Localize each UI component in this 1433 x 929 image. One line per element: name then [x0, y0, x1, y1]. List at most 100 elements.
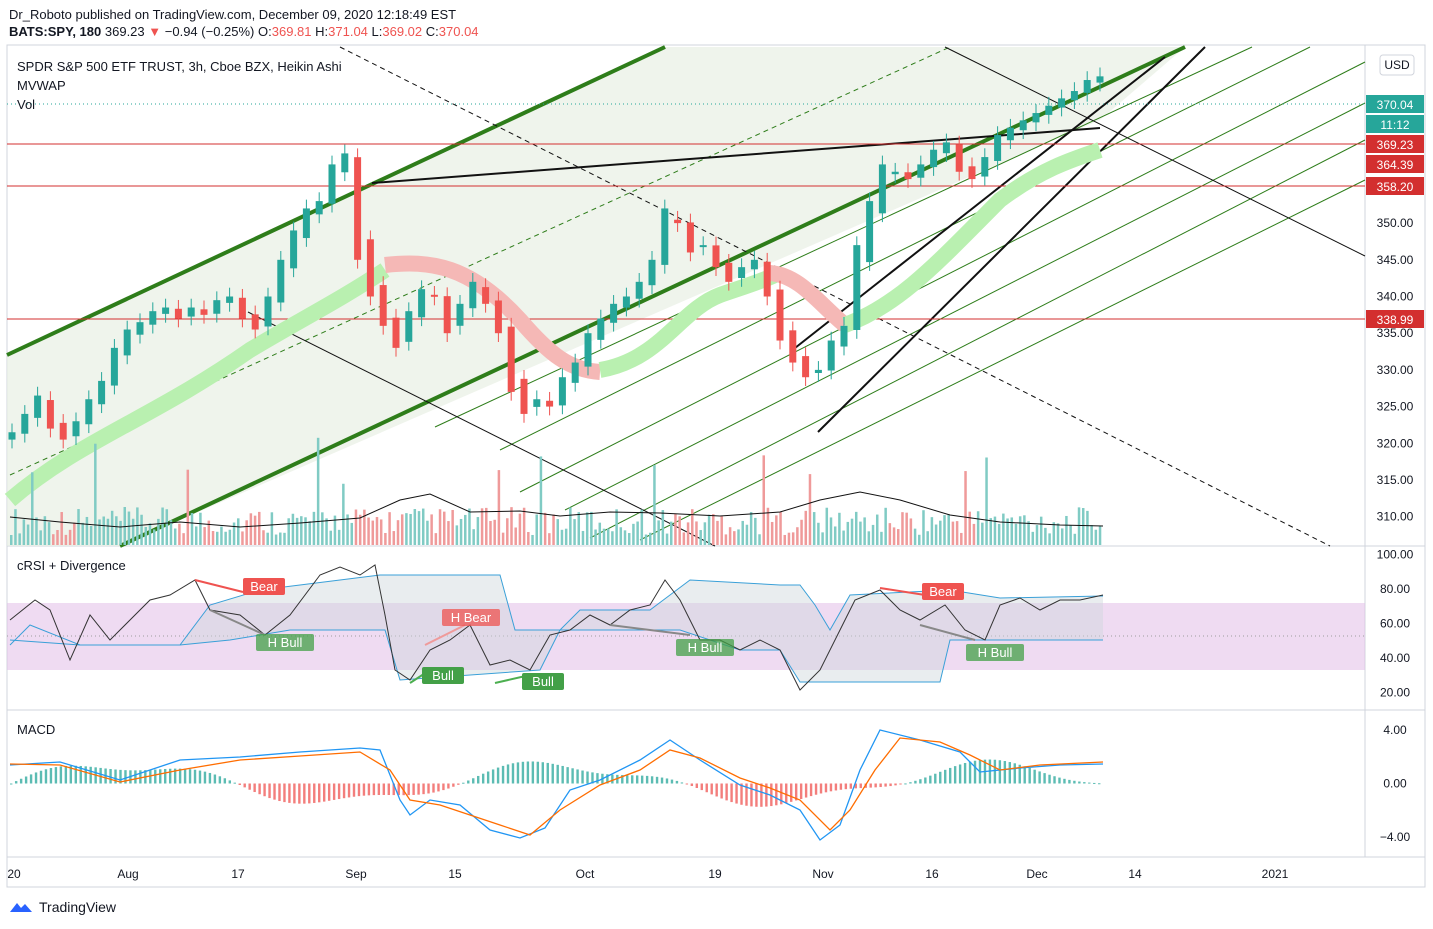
macd-hist-bar	[367, 783, 371, 796]
volume-bar	[712, 514, 715, 545]
macd-hist-bar	[939, 771, 942, 784]
volume-bar	[308, 521, 311, 545]
volume-bar	[1006, 518, 1009, 545]
volume-bar	[325, 518, 328, 545]
volume-bar	[619, 527, 623, 545]
volume-bar	[157, 518, 160, 545]
volume-bar	[73, 522, 76, 545]
volume-bar	[190, 513, 194, 545]
macd-hist-bar	[481, 773, 485, 784]
volume-bar	[859, 521, 862, 545]
volume-bar	[350, 522, 354, 545]
volume-bar	[821, 532, 824, 545]
candle-body	[763, 261, 771, 297]
volume-bar	[779, 511, 782, 545]
macd-hist-bar	[39, 770, 43, 784]
macd-hist-bar	[10, 783, 13, 785]
volume-bar	[674, 514, 677, 545]
macd-hist-bar	[1093, 782, 1096, 784]
volume-bar	[960, 532, 963, 545]
candle-body	[520, 378, 528, 414]
volume-bar	[480, 508, 484, 545]
macd-hist-bar	[919, 779, 922, 784]
crsi-envelope-fill	[10, 575, 1103, 682]
volume-bar	[892, 527, 896, 545]
volume-bar	[842, 530, 845, 545]
volume-bar	[300, 516, 303, 545]
macd-hist-bar	[854, 783, 857, 789]
macd-hist-bar	[278, 783, 281, 802]
volume-bar	[720, 516, 723, 545]
macd-hist-bar	[258, 783, 261, 795]
time-tick-label: 19	[708, 867, 722, 881]
tradingview-brand[interactable]: TradingView	[9, 899, 116, 915]
candle-body	[149, 311, 157, 325]
volume-bar	[1027, 521, 1030, 545]
volume-bar	[640, 509, 644, 545]
volume-bar	[943, 515, 946, 545]
mvwap-band-up-2	[598, 267, 779, 378]
volume-bar	[110, 510, 114, 545]
volume-bar	[686, 522, 690, 545]
macd-hist-bar	[1013, 763, 1016, 784]
macd-hist-bar	[934, 773, 937, 784]
candle-body	[533, 399, 541, 407]
candle-body	[46, 400, 54, 429]
crsi-tick-label: 40.00	[1380, 651, 1410, 665]
crsi-lower-band	[9, 629, 1103, 683]
volume-bar	[577, 512, 581, 545]
volume-bar	[1002, 513, 1005, 545]
volume-bar	[430, 514, 433, 545]
currency-button[interactable]	[1379, 54, 1415, 76]
volume-bar	[131, 518, 135, 545]
candle-body	[891, 171, 899, 175]
macd-histogram	[10, 759, 1101, 807]
macd-hist-bar	[963, 762, 967, 784]
symbol-label: BATS:SPY, 180	[9, 24, 102, 39]
volume-bar	[287, 518, 290, 545]
mvwap-band-down-2	[768, 265, 851, 332]
macd-hist-bar	[819, 783, 823, 794]
volume-bar	[266, 532, 269, 545]
volume-bar	[60, 512, 63, 545]
macd-hist-bar	[884, 783, 887, 787]
macd-hist-bar	[178, 768, 182, 784]
candle-body	[597, 318, 605, 340]
macd-hist-bar	[899, 783, 902, 785]
macd-hist-bar	[1048, 774, 1051, 784]
macd-hist-bar	[422, 783, 425, 795]
volume-bar	[232, 522, 236, 545]
down-trendline-1	[247, 311, 716, 547]
price-tag-box	[1366, 310, 1424, 328]
macd-hist-bar	[233, 782, 236, 784]
volume-bar	[531, 534, 534, 545]
macd-hist-bar	[342, 783, 346, 799]
volume-bar	[501, 532, 505, 545]
macd-hist-bar	[183, 768, 187, 784]
volume-bar	[106, 518, 110, 545]
volume-bar	[724, 534, 728, 545]
volume-bar	[548, 533, 551, 545]
divergence-label-box	[442, 609, 500, 626]
macd-hist-bar	[34, 772, 38, 784]
time-tick-label: 15	[448, 867, 462, 881]
price-tick-label: 325.00	[1377, 400, 1414, 414]
macd-tick-label: 4.00	[1383, 723, 1407, 737]
div-line-bear-2	[879, 587, 926, 596]
macd-hist-bar	[536, 761, 540, 784]
macd-hist-bar	[790, 783, 793, 802]
macd-hist-bar	[606, 774, 609, 784]
candle-body	[238, 297, 246, 319]
macd-hist-bar	[929, 775, 932, 784]
candle-body	[174, 308, 182, 319]
candle-body	[635, 281, 643, 299]
volume-bar	[346, 514, 349, 545]
candle-body	[277, 259, 285, 303]
volume-bar	[598, 522, 602, 545]
volume-bar	[770, 521, 774, 545]
macd-hist-bar	[1073, 780, 1076, 784]
volume-bar	[358, 514, 362, 545]
candle-body	[584, 333, 592, 367]
currency-label: USD	[1384, 58, 1410, 72]
